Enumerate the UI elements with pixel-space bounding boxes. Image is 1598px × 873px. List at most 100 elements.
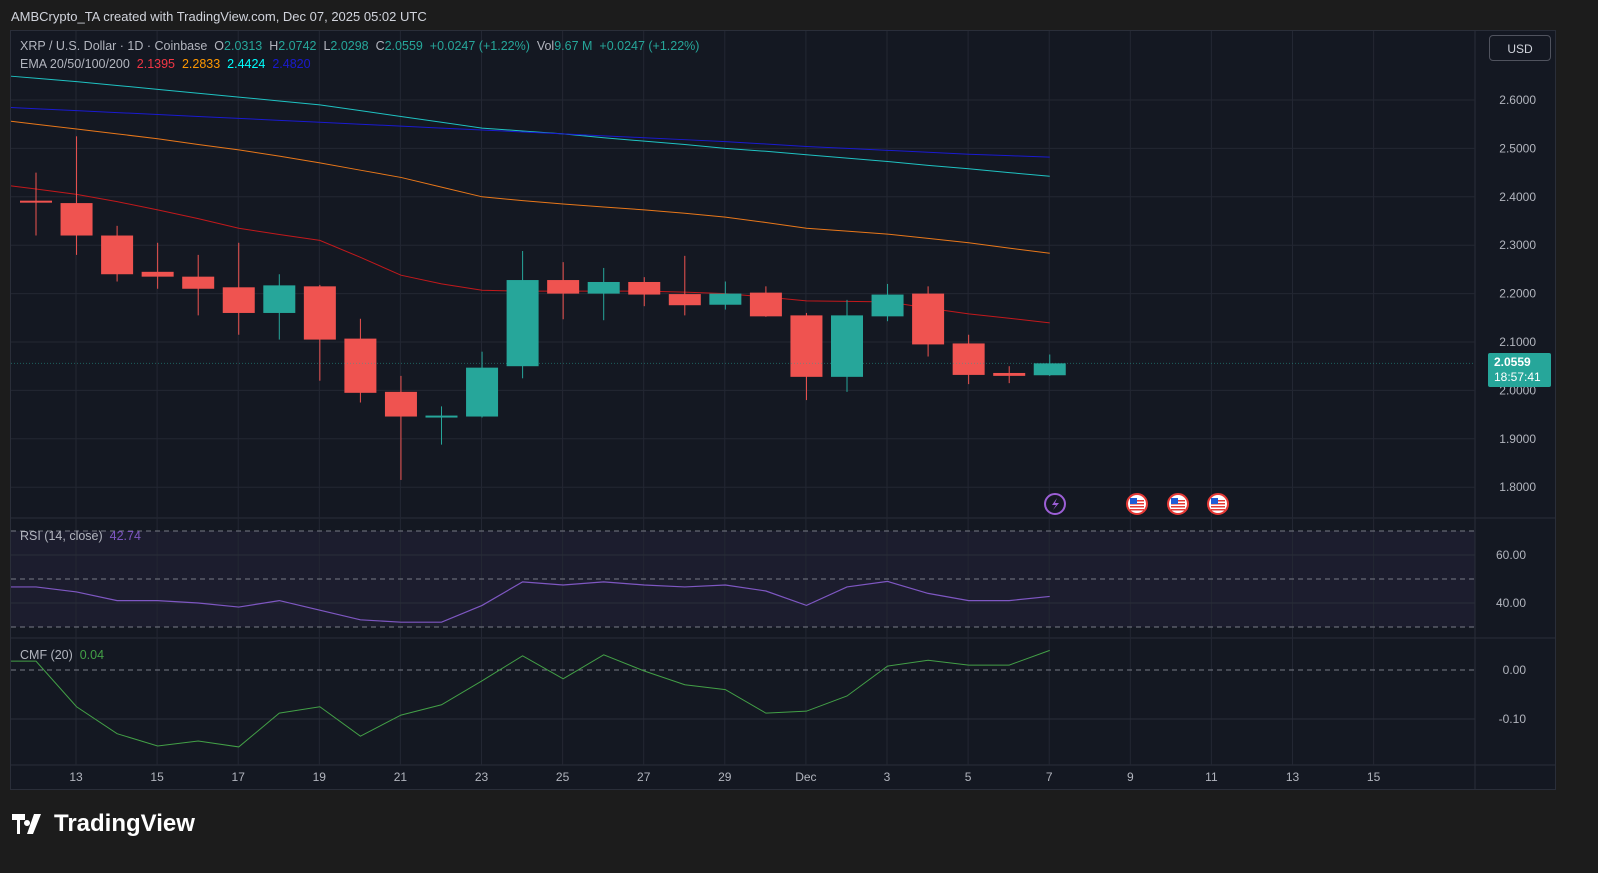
candle [60, 136, 93, 255]
candle-body [749, 292, 782, 317]
time-tick-label: 15 [1367, 770, 1381, 784]
tradingview-logo[interactable]: TradingView [12, 810, 195, 838]
candle [749, 286, 782, 317]
us-flag-icon[interactable] [1167, 493, 1189, 515]
candle [628, 277, 661, 307]
candle-body [709, 293, 742, 305]
candle-body [222, 287, 255, 313]
candle-body [831, 315, 863, 377]
candle [547, 262, 580, 320]
volume-change: +0.0247 (+1.22%) [599, 39, 700, 53]
candle [668, 255, 701, 316]
candle [993, 366, 1026, 384]
time-tick-label: 23 [475, 770, 489, 784]
us-flag-icon[interactable] [1126, 493, 1148, 515]
symbol-legend[interactable]: XRP / U.S. Dollar · 1D · Coinbase O2.031… [20, 39, 699, 53]
candle [344, 318, 377, 403]
us-flag-icon[interactable] [1207, 493, 1229, 515]
rsi-legend[interactable]: RSI (14, close) 42.74 [20, 529, 141, 543]
high-label: H [269, 39, 279, 53]
time-tick-label: Dec [795, 770, 816, 784]
low-value: 2.0298 [330, 39, 369, 53]
time-tick-label: 29 [718, 770, 732, 784]
candle [709, 281, 742, 310]
price-tick-label: 2.6000 [1499, 93, 1536, 107]
ema-legend[interactable]: EMA 20/50/100/200 2.1395 2.2833 2.4424 2… [20, 57, 311, 71]
candle-body [141, 271, 174, 277]
volume-label: Vol [536, 39, 555, 53]
time-tick-label: 27 [637, 770, 651, 784]
currency-button[interactable]: USD [1489, 35, 1551, 61]
candle [952, 334, 985, 385]
low-label: L [323, 39, 331, 53]
flag-stripe [1130, 509, 1144, 511]
cmf-value: 0.04 [79, 648, 105, 662]
time-tick-label: 21 [394, 770, 408, 784]
rsi-tick-label: 40.00 [1496, 596, 1526, 610]
candle-body [790, 315, 823, 377]
candle-body [506, 280, 539, 367]
close-value: 2.0559 [384, 39, 423, 53]
candle-body [871, 294, 904, 317]
candle [1033, 354, 1066, 376]
candle-body [668, 294, 701, 306]
time-tick-label: 5 [965, 770, 972, 784]
flag-canton [1130, 498, 1137, 504]
rsi-label: RSI (14, close) [20, 529, 103, 543]
bar-countdown: 18:57:41 [1494, 370, 1541, 384]
lightning-icon[interactable] [1044, 493, 1066, 515]
price-tick-label: 2.4000 [1499, 190, 1536, 204]
candle-body [466, 367, 499, 417]
candle-body [912, 293, 945, 345]
candle-body [263, 285, 296, 313]
ema-label: EMA 20/50/100/200 [20, 57, 130, 71]
ema100-value: 2.4424 [227, 57, 266, 71]
time-tick-label: 3 [884, 770, 891, 784]
time-tick-label: 13 [1286, 770, 1300, 784]
time-tick-label: 19 [313, 770, 327, 784]
ema100-line [10, 75, 1050, 177]
symbol-name: XRP / U.S. Dollar · 1D · Coinbase [20, 39, 208, 53]
flag-stripe [1171, 506, 1185, 508]
candle-body [952, 343, 985, 375]
candle [263, 274, 296, 340]
price-tick-label: 2.2000 [1499, 287, 1536, 301]
candle-body [587, 281, 620, 294]
chart-frame[interactable] [10, 30, 1556, 790]
candle-body [384, 391, 417, 417]
candle-body [303, 286, 336, 340]
candle-body [344, 338, 377, 393]
candle-body [101, 235, 134, 275]
candle [506, 251, 539, 379]
candle-body [425, 415, 458, 418]
time-tick-label: 13 [69, 770, 83, 784]
high-value: 2.0742 [278, 39, 317, 53]
candle [101, 225, 134, 282]
brand-name: TradingView [54, 810, 195, 837]
time-tick-label: 25 [556, 770, 570, 784]
tradingview-logo-icon [12, 814, 41, 834]
candle-body [60, 203, 93, 236]
ema20-value: 2.1395 [136, 57, 175, 71]
candle-body [20, 200, 52, 203]
ema50-line [10, 120, 1050, 254]
candle [831, 299, 863, 392]
close-label: C [375, 39, 385, 53]
flag-stripe [1211, 509, 1225, 511]
candle [182, 254, 215, 316]
candle [303, 284, 336, 381]
flag-stripe [1171, 509, 1185, 511]
candle [587, 267, 620, 321]
time-tick-label: 9 [1127, 770, 1134, 784]
candle [141, 242, 174, 289]
cmf-legend[interactable]: CMF (20) 0.04 [20, 648, 104, 662]
last-price-label: 2.0559 18:57:41 [1488, 353, 1551, 387]
cmf-line [11, 649, 1050, 748]
candle-body [1033, 363, 1066, 376]
candle [912, 286, 945, 357]
price-tick-label: 1.9000 [1499, 432, 1536, 446]
cmf-tick-label: 0.00 [1503, 663, 1527, 677]
last-price: 2.0559 [1494, 355, 1531, 369]
candle-body [993, 372, 1026, 376]
